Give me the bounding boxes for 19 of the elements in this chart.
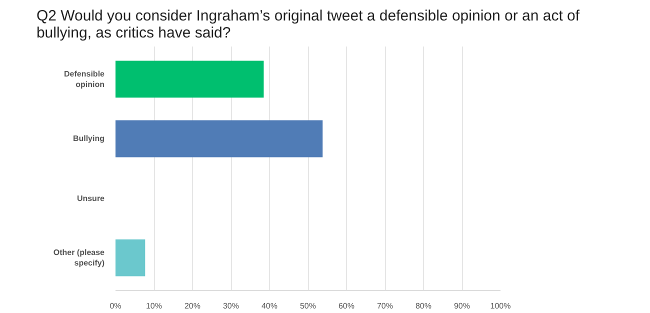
y-tick-label: Defensible opinion [64,69,106,90]
x-tick-label: 10% [146,302,162,310]
x-tick-label: 30% [222,302,240,310]
x-tick-label: 70% [376,302,394,310]
bar [116,239,146,276]
bar [116,60,264,98]
x-tick-label: 100% [490,302,511,310]
y-tick-label: Other (please specify) [53,248,106,268]
x-tick-label: 60% [338,302,355,310]
x-tick-label: 0% [110,302,122,310]
bar [116,120,323,158]
y-tick-label: Bullying [72,134,105,144]
x-tick-label: 90% [454,302,470,310]
x-tick-label: 50% [300,302,316,310]
x-tick-label: 20% [184,302,201,310]
x-tick-label: 40% [261,302,278,310]
chart-title: Q2 Would you consider Ingraham’s original tweet a defensible opinion or an act of bullying, as critics have said? [36,8,580,42]
x-tick-label: 80% [415,302,432,310]
y-tick-label: Unsure [76,194,106,203]
